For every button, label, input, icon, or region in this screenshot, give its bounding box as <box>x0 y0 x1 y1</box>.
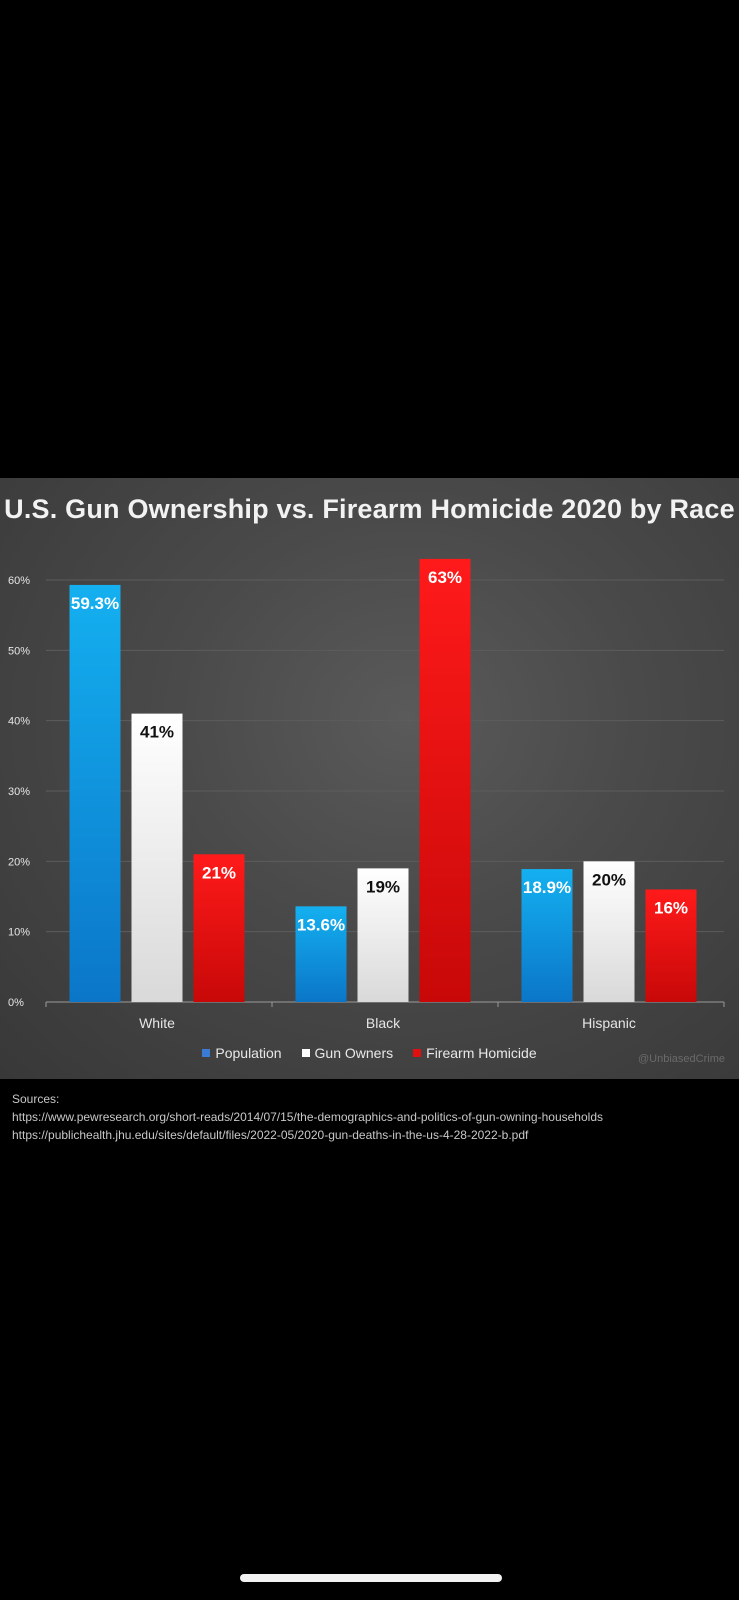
chart-panel: U.S. Gun Ownership vs. Firearm Homicide … <box>0 478 739 1079</box>
bar-hispanic-gun-owners <box>583 861 635 1002</box>
data-label-hispanic-gun-owners: 20% <box>592 870 626 889</box>
y-tick-label: 30% <box>8 786 30 798</box>
y-tick-label: 20% <box>8 856 30 868</box>
bar-white-population <box>69 584 121 1002</box>
legend-label-gun-owners: Gun Owners <box>314 1045 394 1061</box>
legend-swatch-gun-owners <box>301 1049 310 1057</box>
legend-item-population: Population <box>202 1045 282 1061</box>
legend-item-firearm-homicide: Firearm Homicide <box>413 1045 537 1061</box>
source-link-pewresearch[interactable]: https://www.pewresearch.org/short-reads/… <box>12 1110 603 1124</box>
bar-black-population <box>295 906 347 1002</box>
y-tick-label: 50% <box>8 645 30 657</box>
data-label-black-firearm-homicide: 63% <box>428 568 462 587</box>
y-tick-label: 10% <box>8 927 30 939</box>
data-label-white-gun-owners: 41% <box>140 723 174 742</box>
bar-white-firearm-homicide <box>193 854 245 1002</box>
bar-hispanic-firearm-homicide <box>645 889 697 1002</box>
legend-label-firearm-homicide: Firearm Homicide <box>426 1045 537 1061</box>
y-tick-label: 40% <box>8 716 30 728</box>
x-tick-label-white: White <box>139 1015 175 1031</box>
legend-item-gun-owners: Gun Owners <box>301 1045 394 1061</box>
data-label-white-population: 59.3% <box>71 594 119 613</box>
chart-legend: Population Gun Owners Firearm Homicide <box>0 1045 739 1061</box>
x-tick-label-hispanic: Hispanic <box>582 1015 636 1031</box>
data-label-black-population: 13.6% <box>297 915 345 934</box>
y-tick-label: 60% <box>8 575 30 587</box>
bar-hispanic-population <box>521 869 573 1002</box>
data-label-black-gun-owners: 19% <box>366 877 400 896</box>
bar-black-firearm-homicide <box>419 558 471 1002</box>
watermark: @UnbiasedCrime <box>638 1053 725 1065</box>
home-indicator[interactable] <box>240 1574 502 1582</box>
x-tick-label-black: Black <box>366 1015 401 1031</box>
data-label-hispanic-firearm-homicide: 16% <box>654 898 688 917</box>
legend-swatch-population <box>202 1049 211 1057</box>
chart-title: U.S. Gun Ownership vs. Firearm Homicide … <box>4 494 735 524</box>
source-link-jhu[interactable]: https://publichealth.jhu.edu/sites/defau… <box>12 1128 529 1142</box>
legend-swatch-firearm-homicide <box>413 1049 422 1057</box>
y-tick-label: 0% <box>8 997 24 1009</box>
sources-heading: Sources: <box>12 1092 60 1106</box>
bar-chart: 0% 10% 20% 30% 40% 50% 60% 59.3% 41% 21% White 13.6… <box>8 558 725 1031</box>
bar-black-gun-owners <box>357 868 409 1002</box>
data-label-hispanic-population: 18.9% <box>523 878 571 897</box>
data-label-white-firearm-homicide: 21% <box>202 863 236 882</box>
bar-white-gun-owners <box>131 713 183 1002</box>
legend-label-population: Population <box>215 1045 282 1061</box>
sources-block: Sources: https://www.pewresearch.org/sho… <box>12 1090 603 1144</box>
